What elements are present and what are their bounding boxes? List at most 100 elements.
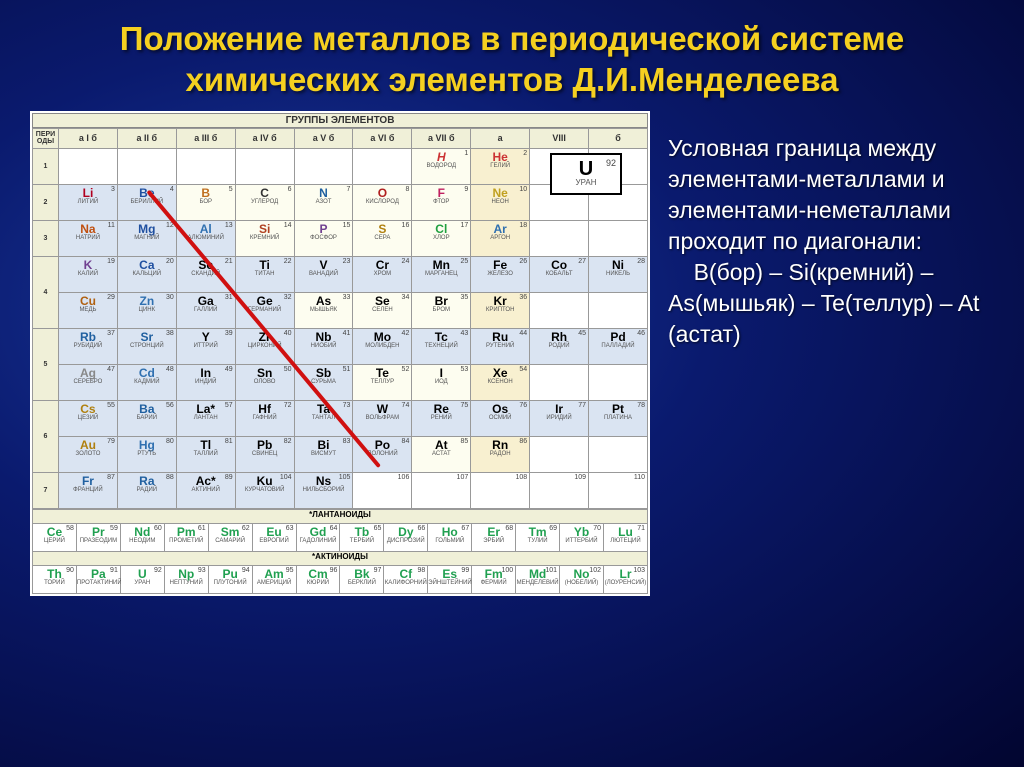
element-number: 76 [519,402,527,409]
element-number: 32 [284,294,292,301]
element-number: 104 [280,474,292,481]
element-cell: 23VВАНАДИЙ [294,256,353,292]
element-cell: 66DyДИСПРОЗИЙ [384,523,428,551]
element-number: 24 [402,258,410,265]
element-name: КОБАЛЬТ [530,271,588,277]
element-name: КАЛИФОРНИЙ [384,580,427,586]
element-name: ЦЕЗИЙ [59,415,117,421]
element-number: 38 [166,330,174,337]
element-cell [353,148,412,184]
element-cell [117,148,176,184]
element-cell: 27CoКОБАЛЬТ [530,256,589,292]
element-number: 79 [107,438,115,445]
element-cell: 108 [471,472,530,508]
element-cell: 75ReРЕНИЙ [412,400,471,436]
element-name: ДИСПРОЗИЙ [384,538,427,544]
period-row: 537RbРУБИДИЙ38SrСТРОНЦИЙ39YИТТРИЙ40ZrЦИР… [33,328,648,364]
element-cell: 22TiТИТАН [235,256,294,292]
element-number: 14 [284,222,292,229]
element-cell: 30ZnЦИНК [117,292,176,328]
element-name: СКАНДИЙ [177,271,235,277]
element-number: 92 [154,567,162,574]
element-cell: 33AsМЫШЬЯК [294,292,353,328]
element-name: ТАНТАЛ [295,415,353,421]
element-cell: 7NАЗОТ [294,184,353,220]
element-cell: 70YbИТТЕРБИЙ [560,523,604,551]
element-name: ЦЕРИЙ [33,538,76,544]
period-row: 311NaНАТРИЙ12MgМАГНИЙ13AlАЛЮМИНИЙ14SiКРЕ… [33,220,648,256]
element-name: ИРИДИЙ [530,415,588,421]
element-name: СЕРЕБРО [59,379,117,385]
element-cell: 71LuЛЮТЕЦИЙ [603,523,647,551]
element-cell: 35BrБРОМ [412,292,471,328]
element-number: 87 [107,474,115,481]
element-number: 107 [457,474,469,481]
element-cell: 106 [353,472,412,508]
element-name: ГАДОЛИНИЙ [297,538,340,544]
element-number: 6 [288,186,292,193]
element-number: 28 [637,258,645,265]
series-row: 58CeЦЕРИЙ59PrПРАЗЕОДИМ60NdНЕОДИМ61PmПРОМ… [33,523,648,551]
element-name: МОЛИБДЕН [353,343,411,349]
element-name: СТРОНЦИЙ [118,343,176,349]
element-number: 88 [166,474,174,481]
period-row: 79AuЗОЛОТО80HgРТУТЬ81TlТАЛЛИЙ82PbСВИНЕЦ8… [33,436,648,472]
element-number: 95 [286,567,294,574]
element-name: АРГОН [471,235,529,241]
group-header: а VII б [412,128,471,148]
element-number: 69 [549,525,557,532]
element-number: 36 [519,294,527,301]
element-number: 39 [225,330,233,337]
element-number: 7 [347,186,351,193]
element-name: АСТАТ [412,451,470,457]
element-number: 64 [330,525,338,532]
element-cell: 74WВОЛЬФРАМ [353,400,412,436]
element-name: ХЛОР [412,235,470,241]
element-name: БРОМ [412,307,470,313]
element-name: ПРОМЕТИЙ [165,538,208,544]
element-number: 45 [578,330,586,337]
period-row: 419KКАЛИЙ20CaКАЛЬЦИЙ21ScСКАНДИЙ22TiТИТАН… [33,256,648,292]
group-header: а VI б [353,128,412,148]
element-cell: 61PmПРОМЕТИЙ [164,523,208,551]
element-cell: 76OsОСМИЙ [471,400,530,436]
element-name: ЦИРКОНИЙ [236,343,294,349]
element-number: 20 [166,258,174,265]
element-cell: 95AmАМЕРИЦИЙ [252,565,296,593]
element-cell: 62SmСАМАРИЙ [208,523,252,551]
element-number: 55 [107,402,115,409]
element-number: 75 [460,402,468,409]
element-cell: 69TmТУЛИЙ [516,523,560,551]
element-cell: 104KuКУРЧАТОВИЙ [235,472,294,508]
element-cell: 6CУГЛЕРОД [235,184,294,220]
element-cell [530,220,589,256]
element-name: ЗОЛОТО [59,451,117,457]
element-number: 1 [464,150,468,157]
element-cell: 42MoМОЛИБДЕН [353,328,412,364]
element-number: 48 [166,366,174,373]
element-number: 70 [593,525,601,532]
element-cell: 5BБОР [176,184,235,220]
element-name: НИОБИЙ [295,343,353,349]
element-name: КИСЛОРОД [353,199,411,205]
element-name: КРЕМНИЙ [236,235,294,241]
period-row: 29CuМЕДЬ30ZnЦИНК31GaГАЛЛИЙ32GeГЕРМАНИЙ33… [33,292,648,328]
element-number: 11 [108,222,115,229]
element-cell: 2HeГЕЛИЙ [471,148,530,184]
element-name: АКТИНИЙ [177,487,235,493]
element-number: 46 [637,330,645,337]
element-name: ТЕХНЕЦИЙ [412,343,470,349]
element-cell: 46PdПАЛЛАДИЙ [589,328,648,364]
element-name: ЛЮТЕЦИЙ [604,538,647,544]
element-number: 91 [110,567,118,574]
element-number: 5 [229,186,233,193]
element-name: НЕОДИМ [121,538,164,544]
element-cell: 28NiНИКЕЛЬ [589,256,648,292]
element-cell: 34SeСЕЛЕН [353,292,412,328]
element-cell [235,148,294,184]
element-cell: 37RbРУБИДИЙ [59,328,118,364]
element-number: 57 [225,402,233,409]
element-cell: 105NsНИЛЬСБОРИЙ [294,472,353,508]
element-cell: 51SbСУРЬМА [294,364,353,400]
element-number: 18 [519,222,527,229]
